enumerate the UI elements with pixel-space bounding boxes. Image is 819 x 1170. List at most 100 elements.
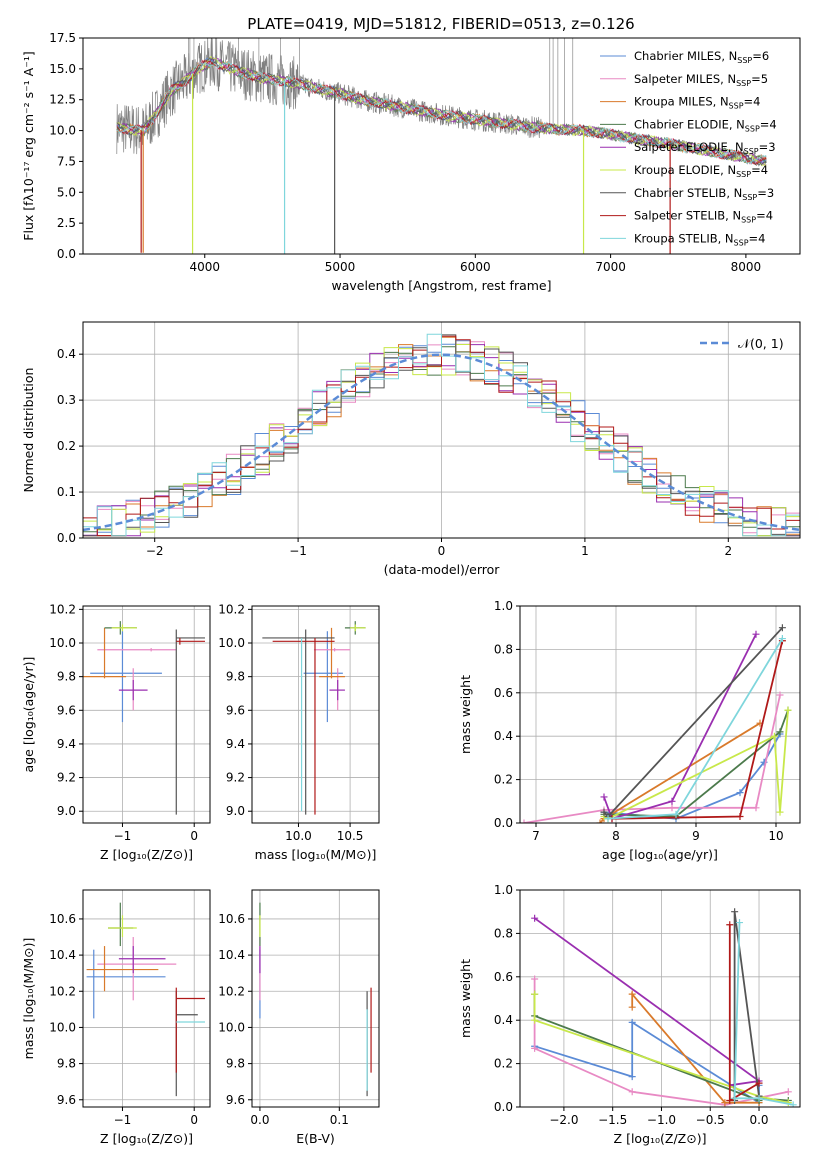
axes-frame <box>519 889 801 1108</box>
legend-sub: SSP <box>741 216 756 225</box>
y-tick-label: 10.6 <box>49 912 76 926</box>
legend-sub: SSP <box>745 124 760 133</box>
point-marker <box>755 1094 763 1102</box>
y-tick-label: 9.6 <box>57 703 76 717</box>
y-tick-label: 17.5 <box>49 31 76 45</box>
y-tick-label: 9.2 <box>226 771 245 785</box>
legend-name: Kroupa ELODIE, N <box>634 163 736 177</box>
data-point <box>86 946 159 992</box>
panel-mass_vs_Z: −1 0 9.6 9.8 10.0 10.2 10.4 10.6 Z [log₁₀(Z/Z⊙)]… <box>21 889 211 1146</box>
legend-sub: SSP <box>737 56 752 65</box>
plot-area <box>116 38 767 254</box>
y-tick-label: 9.8 <box>226 1057 245 1071</box>
panel-age_vs_Z: −1 0 9.0 9.2 9.4 9.6 9.8 10.0 10.2 Z [log₁₀(Z/Z⊙)… <box>21 602 211 862</box>
x-tick-label: 8 <box>612 829 620 843</box>
y-tick-label: 10.0 <box>49 636 76 650</box>
x-tick-label: 5000 <box>325 260 356 274</box>
legend-val: =4 <box>756 209 773 223</box>
histogram-series <box>83 344 800 537</box>
data-point <box>350 624 366 632</box>
series-line <box>631 991 759 1104</box>
axes-frame <box>82 889 211 1108</box>
point-marker <box>752 804 760 812</box>
legend-sub: SSP <box>729 102 744 111</box>
series-line <box>607 638 784 820</box>
x-axis-label: Z [log₁₀(Z/Z⊙)] <box>614 1131 707 1146</box>
y-tick-label: 0.8 <box>494 642 513 656</box>
y-tick-label: 15.0 <box>49 62 76 76</box>
x-tick-label: 0.1 <box>330 1113 349 1127</box>
x-axis-label: (data-model)/error <box>384 562 501 577</box>
legend-label: Salpeter ELODIE, NSSP=3 <box>634 140 776 156</box>
legend-sub: SSP <box>742 193 757 202</box>
data-point <box>118 946 166 974</box>
x-tick-label: 7 <box>532 829 540 843</box>
y-tick-label: 7.5 <box>57 154 76 168</box>
point-marker <box>596 819 604 823</box>
legend-label: Kroupa MILES, NSSP=4 <box>634 95 760 111</box>
legend-label: Kroupa STELIB, NSSP=4 <box>634 231 765 247</box>
y-tick-label: 0.6 <box>494 686 513 700</box>
point-marker <box>531 1016 539 1024</box>
y-tick-label: 9.8 <box>57 670 76 684</box>
y-tick-label: 5.0 <box>57 185 76 199</box>
x-tick-label: 8000 <box>731 260 762 274</box>
data-point <box>83 627 127 679</box>
y-tick-label: 0.1 <box>57 485 76 499</box>
y-tick-label: 0.4 <box>57 347 76 361</box>
y-tick-label: 10.6 <box>218 912 245 926</box>
x-tick-label: 1 <box>581 544 589 558</box>
x-axis-label: Z [log₁₀(Z/Z⊙)] <box>100 847 193 862</box>
data-point <box>272 637 335 815</box>
legend-val: =4 <box>744 95 761 109</box>
x-tick-label: −1 <box>289 544 307 558</box>
y-axis-label: mass weight <box>458 959 473 1038</box>
x-axis-label: Z [log₁₀(Z/Z⊙)] <box>100 1131 193 1146</box>
point-marker <box>726 1096 734 1104</box>
point-marker <box>531 990 539 998</box>
data-point <box>319 627 345 679</box>
x-tick-label: −1.5 <box>598 1113 627 1127</box>
x-axis-label: E(B-V) <box>296 1131 335 1146</box>
y-tick-label: 9.0 <box>226 804 245 818</box>
point-marker <box>628 1073 636 1081</box>
legend-label: Kroupa ELODIE, NSSP=4 <box>634 163 768 179</box>
panel-spectrum: 4000 5000 6000 7000 8000 0.0 2.5 5.0 7.5 10.0 12.5… <box>21 31 801 293</box>
y-tick-label: 10.2 <box>49 602 76 616</box>
series-line <box>603 627 784 818</box>
y-tick-label: 0.4 <box>494 729 513 743</box>
point-marker <box>531 975 539 983</box>
histogram-series <box>83 336 800 537</box>
y-tick-label: 0.4 <box>494 1013 513 1027</box>
series-line <box>603 633 757 820</box>
y-tick-label: 10.0 <box>49 124 76 138</box>
series-line <box>534 917 762 1087</box>
legend-name: Salpeter STELIB, N <box>634 209 741 223</box>
data-point <box>97 648 177 652</box>
y-tick-label: 1.0 <box>494 599 513 613</box>
point-marker <box>604 815 612 823</box>
y-tick-label: 10.0 <box>218 636 245 650</box>
panel-weight_vs_age: 7 8 9 10 0.0 0.2 0.4 0.6 0.8 1.0 age [log₁₀(age/yr… <box>458 599 801 862</box>
legend-label: Chabrier MILES, NSSP=6 <box>634 49 769 65</box>
series-line <box>603 709 789 818</box>
model-spectrum <box>116 59 767 166</box>
x-tick-label: −1 <box>114 1113 132 1127</box>
point-marker <box>731 1094 739 1102</box>
point-marker <box>778 635 786 643</box>
point-marker <box>520 819 528 823</box>
y-tick-label: 1.0 <box>494 883 513 897</box>
panel-weight_vs_Z: −2.0 −1.5 −1.0 −0.5 0.0 0.0 0.2 0.4 0.6 0.8 1.0 Z [… <box>458 883 801 1146</box>
data-point <box>118 680 148 701</box>
x-tick-label: 7000 <box>595 260 626 274</box>
y-tick-label: 10.0 <box>49 1020 76 1034</box>
y-tick-label: 0.0 <box>494 816 513 830</box>
point-marker <box>731 908 739 916</box>
plot-area <box>259 902 372 1097</box>
point-marker <box>752 630 760 638</box>
x-tick-label: 0.0 <box>749 1113 768 1127</box>
x-tick-label: 0 <box>190 829 198 843</box>
point-marker <box>736 789 744 797</box>
series-line <box>523 694 781 823</box>
